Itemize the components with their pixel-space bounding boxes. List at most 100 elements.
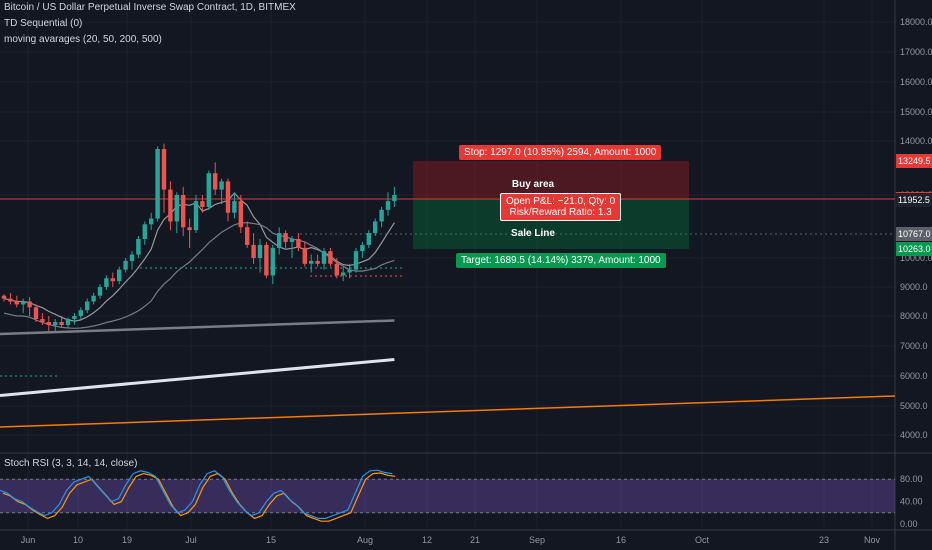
- candle: [373, 218, 378, 236]
- candle: [321, 247, 327, 270]
- candle: [72, 313, 77, 325]
- candle: [161, 143, 167, 213]
- ma-50-line: [3, 221, 395, 329]
- candle: [200, 195, 205, 213]
- candle: [33, 304, 39, 322]
- x-tick-label: 10: [73, 535, 83, 545]
- x-tick-label: 23: [819, 535, 829, 545]
- pnl-box: Open P&L: −21.0, Qty: 0 Risk/Reward Rati…: [500, 193, 622, 221]
- y-tick-label: 8000.0: [900, 311, 928, 321]
- candle: [277, 227, 282, 255]
- y-tick-label: 14000.0: [900, 136, 932, 146]
- candle: [341, 266, 346, 282]
- open-pnl-label: Open P&L: −21.0, Qty: 0: [506, 196, 616, 207]
- trend-line: [0, 395, 896, 428]
- candle: [78, 307, 83, 319]
- candle: [187, 218, 192, 248]
- candle: [238, 195, 243, 234]
- candle: [142, 221, 147, 245]
- candle: [53, 319, 58, 331]
- candle: [213, 162, 218, 195]
- candle: [289, 235, 295, 258]
- x-tick-label: 16: [616, 535, 626, 545]
- x-tick-label: Nov: [864, 535, 881, 545]
- candle: [302, 241, 307, 267]
- rsi-band: [0, 479, 895, 513]
- x-tick-label: Oct: [695, 535, 710, 545]
- rsi-tick-label: 80.00: [900, 474, 923, 484]
- y-tick-label: 10000.0: [900, 253, 932, 263]
- price-tag: 10767.0: [896, 227, 932, 241]
- stop-zone[interactable]: [413, 161, 689, 199]
- candle: [123, 258, 128, 273]
- rsi-tick-label: 40.00: [900, 497, 923, 507]
- x-tick-label: 21: [470, 535, 480, 545]
- candle: [347, 263, 352, 279]
- y-tick-label: 4000.0: [900, 430, 928, 440]
- y-tick-label: 7000.0: [900, 341, 928, 351]
- candle: [353, 247, 359, 273]
- y-tick-label: 5000.0: [900, 401, 928, 411]
- rsi-d-line: [2, 472, 396, 522]
- candle: [85, 298, 90, 314]
- candle: [232, 192, 237, 219]
- buy-area-label: Buy area: [511, 179, 555, 190]
- y-tick-label: 15000.0: [900, 107, 932, 117]
- candle: [110, 272, 115, 287]
- candle: [46, 316, 51, 331]
- candle: [392, 186, 397, 207]
- candle: [334, 258, 339, 279]
- candle: [257, 238, 263, 273]
- risk-reward-label: Risk/Reward Ratio: 1.3: [509, 207, 612, 218]
- candle: [360, 241, 365, 258]
- candle: [168, 181, 173, 231]
- y-tick-label: 16000.0: [900, 77, 932, 87]
- candle: [206, 170, 211, 210]
- candle: [385, 192, 391, 216]
- symbol-title[interactable]: Bitcoin / US Dollar Perpetual Inverse Sw…: [4, 2, 296, 13]
- candle: [91, 292, 96, 305]
- stoch-rsi-legend[interactable]: Stoch RSI (3, 3, 14, 14, close): [4, 458, 138, 469]
- rsi-k-line: [0, 469, 393, 520]
- candle: [117, 266, 122, 285]
- price-tag: 13249.5: [896, 154, 932, 168]
- candle: [366, 230, 371, 248]
- rsi-tick-label: 0.00: [900, 519, 918, 529]
- position-boxes[interactable]: [0, 161, 895, 249]
- candle: [193, 195, 199, 234]
- x-tick-label: Sep: [529, 535, 545, 545]
- y-tick-label: 17000.0: [900, 47, 932, 57]
- moving-averages-legend[interactable]: moving avarages (20, 50, 200, 500): [4, 34, 162, 45]
- candle: [309, 254, 314, 273]
- y-tick-label: 18000.0: [900, 17, 932, 27]
- candle: [59, 316, 64, 328]
- sale-line-label: Sale Line: [511, 228, 555, 239]
- candle: [27, 297, 32, 316]
- candle: [315, 254, 320, 267]
- candle: [296, 233, 301, 252]
- candle: [251, 233, 256, 264]
- y-tick-label: 9000.0: [900, 282, 928, 292]
- candle: [136, 235, 141, 258]
- candle: [129, 251, 135, 270]
- candle: [97, 284, 103, 299]
- candle: [264, 241, 269, 279]
- td-sequential-legend[interactable]: TD Sequential (0): [4, 18, 83, 29]
- candle: [270, 244, 275, 285]
- ma-200-line: [0, 319, 395, 336]
- candle: [283, 230, 288, 248]
- price-tag: 10263.0: [896, 242, 932, 256]
- target-label: Target: 1689.5 (14.14%) 3379, Amount: 10…: [456, 253, 666, 268]
- candle: [21, 298, 26, 314]
- candle: [225, 178, 231, 222]
- x-tick-label: 12: [422, 535, 432, 545]
- candle: [40, 313, 45, 325]
- x-tick-label: Jul: [185, 535, 197, 545]
- candle: [8, 292, 13, 305]
- candle: [65, 317, 71, 328]
- x-tick-label: Jun: [21, 535, 36, 545]
- candle: [155, 146, 160, 222]
- stop-label: Stop: 1297.0 (10.85%) 2594, Amount: 1000: [459, 145, 662, 160]
